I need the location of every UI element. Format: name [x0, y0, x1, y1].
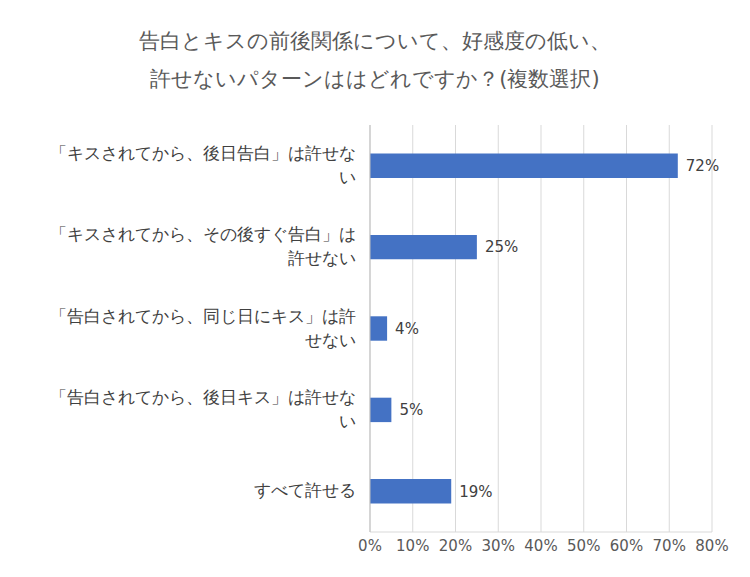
svg-text:40%: 40%: [524, 537, 557, 555]
svg-text:「告白されてから、後日キス」は許せない: 「告白されてから、後日キス」は許せない: [50, 387, 356, 431]
svg-text:20%: 20%: [439, 537, 472, 555]
svg-text:25%: 25%: [485, 238, 518, 256]
svg-text:70%: 70%: [653, 537, 686, 555]
html-text:告白とキスの前後関係について、好感度の低い、: 告白とキスの前後関係について、好感度の低い、: [139, 29, 611, 53]
svg-text:「告白されてから、同じ日にキス」は許せない: 「告白されてから、同じ日にキス」は許せない: [50, 306, 356, 350]
svg-text:50%: 50%: [567, 537, 600, 555]
svg-text:19%: 19%: [459, 483, 492, 501]
svg-text:0%: 0%: [358, 537, 382, 555]
svg-text:80%: 80%: [695, 537, 728, 555]
svg-text:4%: 4%: [395, 320, 419, 338]
svg-text:72%: 72%: [686, 157, 719, 175]
svg-text:10%: 10%: [396, 537, 429, 555]
svg-text:60%: 60%: [610, 537, 643, 555]
svg-text:30%: 30%: [482, 537, 515, 555]
svg-text:「キスされてから、その後すぐ告白」は許せない: 「キスされてから、その後すぐ告白」は許せない: [50, 224, 356, 268]
html-text:許せないパターンははどれですか？(複数選択): 許せないパターンははどれですか？(複数選択): [150, 67, 600, 91]
svg-text:すべて許せる: すべて許せる: [254, 480, 356, 500]
svg-text:5%: 5%: [399, 401, 423, 419]
svg-text:「キスされてから、後日告白」は許せない: 「キスされてから、後日告白」は許せない: [50, 143, 356, 187]
